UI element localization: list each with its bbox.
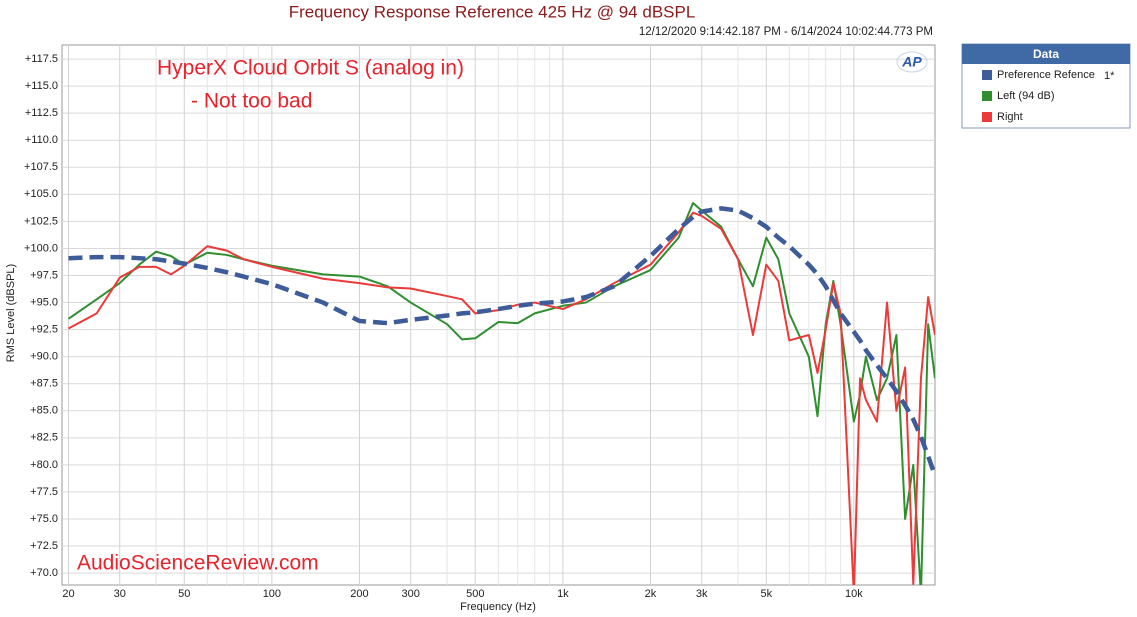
y-tick-label: +87.5 xyxy=(30,378,58,390)
y-axis-label: RMS Level (dBSPL) xyxy=(5,264,17,362)
series-line xyxy=(68,211,935,585)
legend: Data Preference Refence 1* Left (94 dB) Rig… xyxy=(961,43,1131,129)
y-tick-label: +117.5 xyxy=(25,53,58,65)
y-tick-label: +92.5 xyxy=(30,324,58,336)
y-tick-label: +102.5 xyxy=(24,215,58,227)
logo: AP xyxy=(901,54,922,70)
y-tick-label: +100.0 xyxy=(24,242,58,254)
legend-swatch xyxy=(982,91,992,101)
y-tick-label: +75.0 xyxy=(30,513,58,525)
legend-header xyxy=(962,44,1130,64)
annotation: AudioScienceReview.com xyxy=(77,552,319,575)
x-tick-label: 20 xyxy=(62,588,74,600)
y-tick-label: +95.0 xyxy=(30,296,58,308)
y-tick-label: +82.5 xyxy=(30,432,58,444)
x-tick-label: 30 xyxy=(114,588,126,600)
legend-note: 1* xyxy=(1104,70,1115,82)
x-tick-label: 3k xyxy=(696,588,708,600)
y-tick-label: +115.0 xyxy=(25,80,58,92)
legend-label: Preference Refence xyxy=(997,69,1095,81)
x-tick-label: 10k xyxy=(845,588,863,600)
x-tick-label: 300 xyxy=(402,588,420,600)
grid: +70.0 +72.5 +75.0 +77.5 +80.0 +82.5 +85.0 +87.5… xyxy=(24,45,935,600)
y-tick-label: +80.0 xyxy=(30,459,58,471)
x-tick-label: 200 xyxy=(350,588,368,600)
legend-swatch xyxy=(982,112,992,122)
annotation: HyperX Cloud Orbit S (analog in) xyxy=(157,57,464,80)
annotation: - Not too bad xyxy=(191,90,312,113)
lines xyxy=(67,202,935,585)
y-tick-label: +77.5 xyxy=(30,486,58,498)
y-tick-label: +112.5 xyxy=(25,107,58,119)
y-tick-label: +70.0 xyxy=(30,567,58,579)
y-tick-label: +107.5 xyxy=(24,161,58,173)
chart-title: Frequency Response Reference 425 Hz @ 94… xyxy=(289,2,696,21)
legend-label: Left (94 dB) xyxy=(997,90,1054,102)
logo-ring xyxy=(896,51,928,73)
y-tick-label: +97.5 xyxy=(30,269,58,281)
y-tick-label: +85.0 xyxy=(30,405,58,417)
legend-label: Right xyxy=(997,111,1023,123)
x-tick-label: 5k xyxy=(760,588,772,600)
x-tick-label: 2k xyxy=(645,588,657,600)
y-tick-label: +90.0 xyxy=(30,351,58,363)
y-tick-label: +110.0 xyxy=(25,134,58,146)
x-tick-label: 50 xyxy=(178,588,190,600)
subtitle: 12/12/2020 9:14:42.187 PM - 6/14/2024 10… xyxy=(639,26,933,38)
x-tick-label: 100 xyxy=(263,588,281,600)
x-axis-label: Frequency (Hz) xyxy=(460,601,536,613)
legend-title: Data xyxy=(1033,47,1059,61)
legend-swatch xyxy=(982,70,992,80)
x-tick-label: 500 xyxy=(466,588,484,600)
series-line xyxy=(67,202,935,585)
y-tick-label: +72.5 xyxy=(30,540,58,552)
x-tick-label: 1k xyxy=(557,588,569,600)
y-tick-label: +105.0 xyxy=(24,188,58,200)
